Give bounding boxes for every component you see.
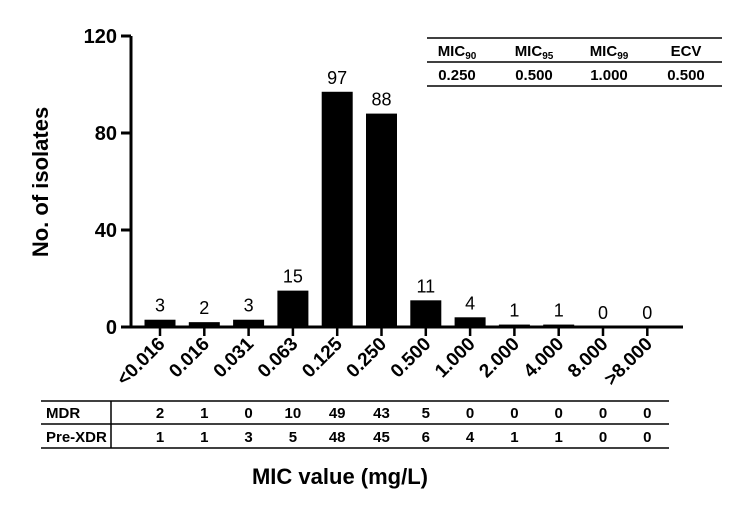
x-tick-label: <0.016 xyxy=(113,334,169,390)
resistance-cell: 0 xyxy=(510,405,518,422)
resistance-cell: 0 xyxy=(643,429,651,446)
mic-summary-table: MIC90 MIC95 MIC99 ECV 0.250 0.500 1.000 0.500 xyxy=(427,37,722,87)
x-tick-label: 0.125 xyxy=(298,333,347,382)
bar xyxy=(233,319,265,327)
data-label: 4 xyxy=(465,293,475,313)
bar xyxy=(188,322,220,327)
resistance-cell: 1 xyxy=(200,429,208,446)
data-label: 15 xyxy=(283,267,303,287)
bar xyxy=(631,326,663,327)
bars xyxy=(144,91,663,328)
resistance-cell: 1 xyxy=(510,429,518,446)
y-tick-label: 120 xyxy=(84,26,117,48)
resistance-cell: 3 xyxy=(244,429,252,446)
mic-table-header: ECV xyxy=(671,43,702,60)
y-tick-label: 0 xyxy=(106,317,117,339)
x-axis-label: MIC value (mg/L) xyxy=(252,464,428,489)
resistance-cell: 0 xyxy=(466,405,474,422)
data-label: 0 xyxy=(642,303,652,323)
data-label: 11 xyxy=(416,276,435,296)
mic-table-value: 0.500 xyxy=(667,67,705,84)
resistance-row-label: Pre-XDR xyxy=(46,429,107,446)
resistance-cell: 1 xyxy=(200,405,208,422)
y-tick-label: 40 xyxy=(95,220,117,242)
y-tick-label: 80 xyxy=(95,123,117,145)
resistance-cell: 0 xyxy=(244,405,252,422)
resistance-cell: 0 xyxy=(643,405,651,422)
mic-table-value: 0.250 xyxy=(438,67,476,84)
mic-table-value: 1.000 xyxy=(590,67,628,84)
data-label: 88 xyxy=(371,90,391,110)
bar xyxy=(454,317,486,327)
x-tick-label: 0.250 xyxy=(343,334,391,382)
mic-table-value: 0.500 xyxy=(515,67,553,84)
x-tick-label: 0.500 xyxy=(387,334,435,382)
resistance-cell: 5 xyxy=(422,405,430,422)
resistance-cell: 5 xyxy=(289,429,297,446)
data-label: 97 xyxy=(327,68,347,88)
x-tick-label: 0.016 xyxy=(165,334,213,382)
resistance-cell: 49 xyxy=(329,405,346,422)
x-tick-label: 1.000 xyxy=(431,334,479,382)
resistance-cell: 10 xyxy=(285,405,302,422)
x-tick-label: 4.000 xyxy=(520,334,568,382)
bar xyxy=(410,300,442,327)
x-tick-label: 0.031 xyxy=(210,333,259,382)
data-label: 3 xyxy=(155,296,165,316)
mic-table-header: MIC90 xyxy=(438,43,477,62)
data-label: 1 xyxy=(554,301,564,321)
data-label: 1 xyxy=(509,301,519,321)
data-label: 3 xyxy=(244,296,254,316)
y-axis-ticks: 0 40 80 120 xyxy=(84,26,131,339)
resistance-cell: 4 xyxy=(466,429,475,446)
resistance-cell: 48 xyxy=(329,429,346,446)
bar xyxy=(321,91,353,328)
bar xyxy=(587,326,619,327)
resistance-cell: 45 xyxy=(373,429,390,446)
bar xyxy=(277,290,309,327)
mic-table-header: MIC99 xyxy=(590,43,629,62)
resistance-row-label: MDR xyxy=(46,405,80,422)
resistance-cell: 6 xyxy=(422,429,430,446)
resistance-cell: 0 xyxy=(599,405,607,422)
x-tick-label: >8.000 xyxy=(601,334,657,390)
x-axis-ticks: <0.0160.0160.0310.0630.1250.2500.5001.00… xyxy=(113,327,657,390)
data-label: 0 xyxy=(598,303,608,323)
resistance-cell: 2 xyxy=(156,405,164,422)
x-tick-label: 0.063 xyxy=(254,334,302,382)
bar xyxy=(498,324,530,327)
resistance-cell: 43 xyxy=(373,405,390,422)
bar xyxy=(366,113,397,327)
resistance-cell: 0 xyxy=(599,429,607,446)
resistance-cell: 0 xyxy=(555,405,563,422)
bar xyxy=(144,319,176,327)
resistance-cell: 1 xyxy=(156,429,164,446)
resistance-cell: 1 xyxy=(555,429,563,446)
mic-table-header: MIC95 xyxy=(515,43,554,62)
bar xyxy=(543,324,575,327)
x-tick-label: 2.000 xyxy=(475,334,523,382)
data-label: 2 xyxy=(199,298,209,318)
y-axis-label: No. of isolates xyxy=(28,107,53,257)
